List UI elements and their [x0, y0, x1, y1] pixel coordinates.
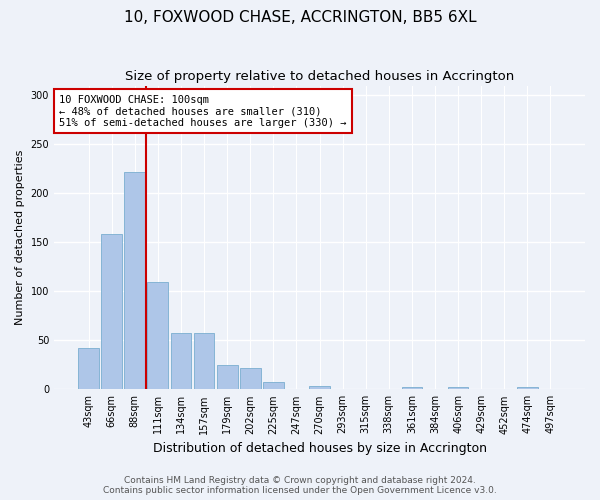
Bar — [401, 388, 422, 390]
Bar — [170, 334, 191, 390]
Bar — [263, 382, 284, 390]
Bar — [517, 388, 538, 390]
Bar — [309, 386, 330, 390]
Bar — [217, 365, 238, 390]
Bar — [194, 334, 214, 390]
X-axis label: Distribution of detached houses by size in Accrington: Distribution of detached houses by size … — [152, 442, 487, 455]
Bar — [448, 388, 469, 390]
Bar — [78, 348, 99, 390]
Text: 10, FOXWOOD CHASE, ACCRINGTON, BB5 6XL: 10, FOXWOOD CHASE, ACCRINGTON, BB5 6XL — [124, 10, 476, 25]
Bar — [240, 368, 260, 390]
Title: Size of property relative to detached houses in Accrington: Size of property relative to detached ho… — [125, 70, 514, 83]
Text: Contains HM Land Registry data © Crown copyright and database right 2024.
Contai: Contains HM Land Registry data © Crown c… — [103, 476, 497, 495]
Y-axis label: Number of detached properties: Number of detached properties — [15, 150, 25, 325]
Bar — [124, 172, 145, 390]
Text: 10 FOXWOOD CHASE: 100sqm
← 48% of detached houses are smaller (310)
51% of semi-: 10 FOXWOOD CHASE: 100sqm ← 48% of detach… — [59, 94, 347, 128]
Bar — [101, 234, 122, 390]
Bar — [148, 282, 168, 390]
